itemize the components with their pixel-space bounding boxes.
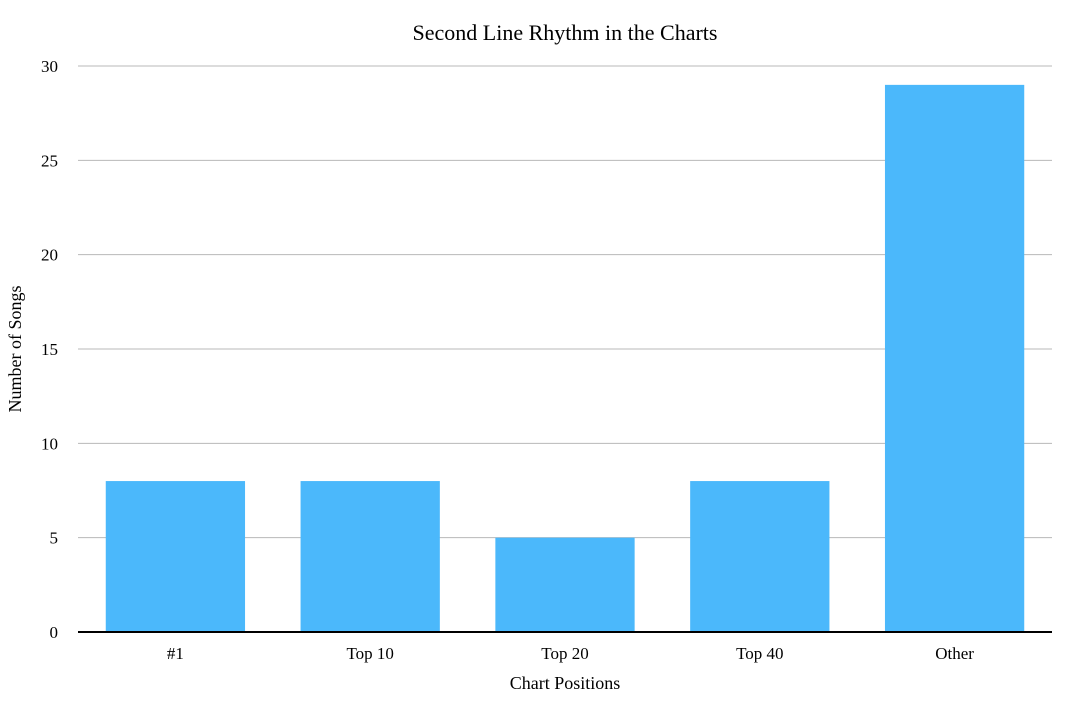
x-tick-label: Top 40	[736, 644, 783, 663]
y-tick-label: 0	[50, 623, 59, 642]
x-axis-title: Chart Positions	[510, 673, 621, 693]
y-axis-ticks: 0 5 10 15 20 25 30	[41, 57, 58, 642]
bar	[495, 537, 635, 632]
x-tick-label: Top 20	[541, 644, 588, 663]
x-tick-label: #1	[167, 644, 184, 663]
x-axis-ticks: #1 Top 10 Top 20 Top 40 Other	[167, 644, 974, 663]
chart-title: Second Line Rhythm in the Charts	[413, 20, 718, 45]
x-tick-label: Top 10	[346, 644, 393, 663]
y-tick-label: 25	[41, 151, 58, 170]
y-tick-label: 5	[50, 529, 59, 548]
y-tick-label: 30	[41, 57, 58, 76]
bar	[884, 84, 1025, 632]
y-tick-label: 20	[41, 246, 58, 265]
bar	[300, 481, 440, 632]
y-tick-label: 10	[41, 434, 58, 453]
bars	[105, 84, 1025, 632]
x-tick-label: Other	[935, 644, 974, 663]
y-tick-label: 15	[41, 340, 58, 359]
bar	[105, 481, 246, 632]
bar	[690, 481, 830, 632]
y-axis-title: Number of Songs	[5, 286, 25, 413]
